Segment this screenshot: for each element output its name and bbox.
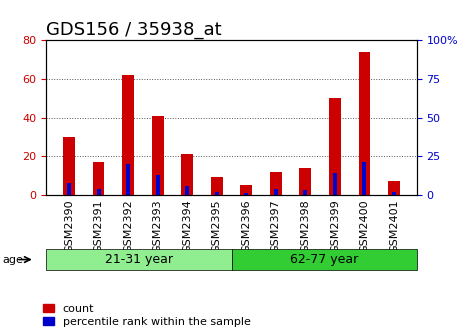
Bar xyxy=(270,172,282,195)
Bar xyxy=(215,192,219,195)
Bar xyxy=(126,164,130,195)
Bar xyxy=(363,162,367,195)
Bar xyxy=(96,189,100,195)
Bar xyxy=(303,190,307,195)
Text: age: age xyxy=(2,255,23,264)
Text: 21-31 year: 21-31 year xyxy=(105,253,173,266)
Bar xyxy=(185,185,189,195)
Bar xyxy=(240,185,252,195)
Legend: count, percentile rank within the sample: count, percentile rank within the sample xyxy=(43,303,250,327)
Bar xyxy=(392,192,396,195)
Bar xyxy=(300,168,311,195)
Bar xyxy=(358,52,370,195)
Bar xyxy=(274,189,278,195)
Text: 62-77 year: 62-77 year xyxy=(290,253,358,266)
Bar xyxy=(244,193,248,195)
Bar xyxy=(93,162,105,195)
Bar xyxy=(156,175,160,195)
Bar xyxy=(181,154,193,195)
Bar xyxy=(329,98,341,195)
Bar xyxy=(388,181,400,195)
Bar xyxy=(152,116,163,195)
Bar xyxy=(122,75,134,195)
Bar xyxy=(333,173,337,195)
Text: GDS156 / 35938_at: GDS156 / 35938_at xyxy=(46,21,222,39)
Bar xyxy=(63,137,75,195)
Bar xyxy=(67,182,71,195)
Bar xyxy=(211,177,223,195)
